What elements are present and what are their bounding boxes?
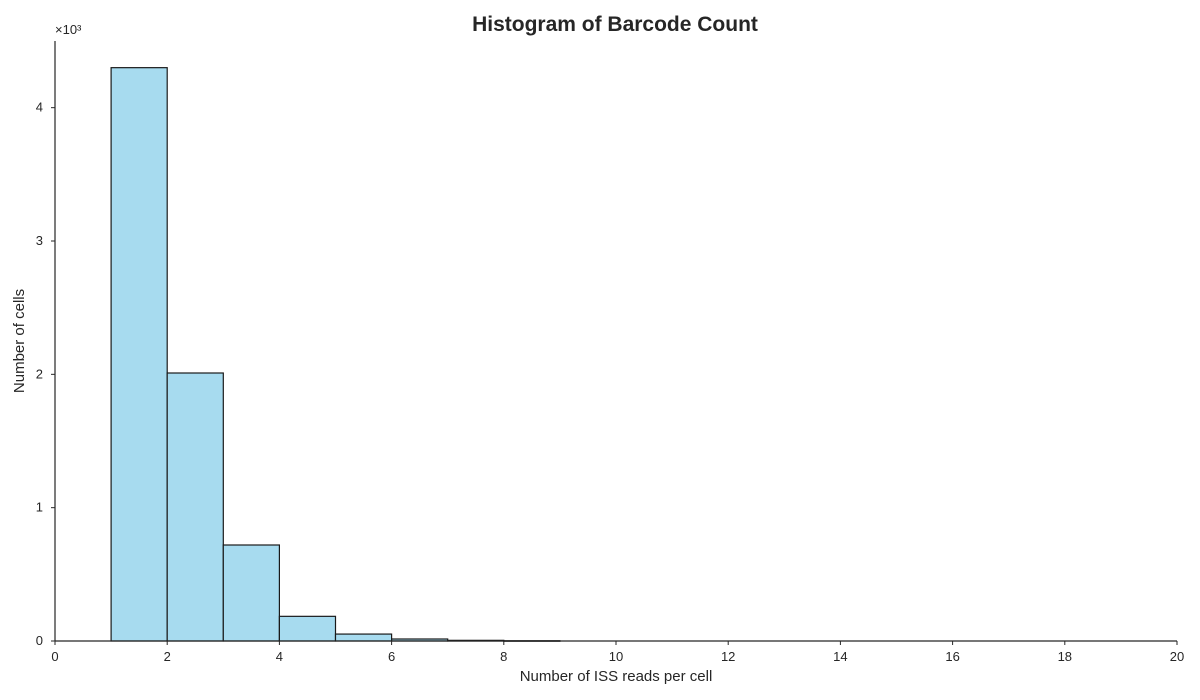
x-tick-label-10: 10 <box>609 649 623 664</box>
histogram-bar-4 <box>334 633 393 642</box>
y-tick-label-3: 3 <box>36 233 43 248</box>
histogram-bar-1 <box>166 372 224 642</box>
x-tick-label-16: 16 <box>945 649 959 664</box>
y-tick-label-2: 2 <box>36 366 43 381</box>
y-axis-offset-label: ×10³ <box>55 22 82 37</box>
histogram-bar-0 <box>110 67 168 642</box>
y-axis-ticks: 0 1 2 3 4 <box>36 100 55 648</box>
y-axis-label: Number of cells <box>11 289 28 393</box>
x-tick-label-0: 0 <box>51 649 58 664</box>
histogram-bars <box>110 67 561 642</box>
x-tick-label-8: 8 <box>500 649 507 664</box>
histogram-bar-3 <box>278 615 337 642</box>
x-tick-label-20: 20 <box>1170 649 1184 664</box>
x-tick-label-18: 18 <box>1058 649 1072 664</box>
x-axis-ticks: 0 2 4 6 8 10 12 14 16 18 20 <box>51 641 1184 664</box>
x-tick-label-14: 14 <box>833 649 847 664</box>
histogram-bar-2 <box>222 544 281 642</box>
x-tick-label-6: 6 <box>388 649 395 664</box>
y-tick-label-4: 4 <box>36 100 43 115</box>
y-tick-label-0: 0 <box>36 633 43 648</box>
y-tick-label-1: 1 <box>36 500 43 515</box>
x-tick-label-4: 4 <box>276 649 283 664</box>
chart-title: Histogram of Barcode Count <box>472 13 758 36</box>
x-axis-label: Number of ISS reads per cell <box>520 668 713 685</box>
x-tick-label-2: 2 <box>164 649 171 664</box>
x-tick-label-12: 12 <box>721 649 735 664</box>
